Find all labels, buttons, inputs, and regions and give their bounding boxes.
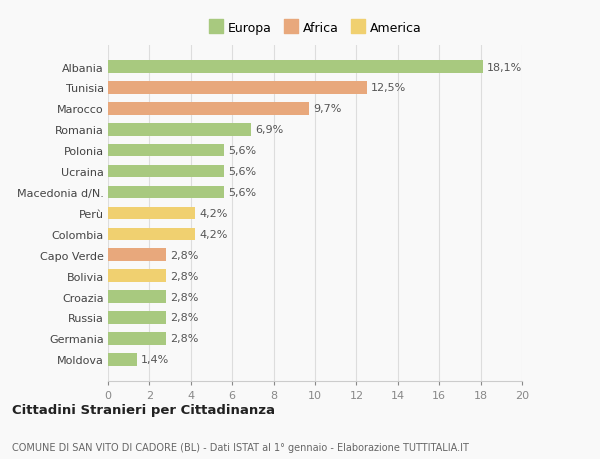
Text: 2,8%: 2,8% <box>170 292 199 302</box>
Text: 1,4%: 1,4% <box>141 354 169 364</box>
Bar <box>108 207 195 220</box>
Text: 4,2%: 4,2% <box>199 230 227 239</box>
Bar <box>108 249 166 262</box>
Bar <box>108 124 251 136</box>
Bar <box>108 165 224 178</box>
Text: Cittadini Stranieri per Cittadinanza: Cittadini Stranieri per Cittadinanza <box>12 403 275 416</box>
Text: 5,6%: 5,6% <box>228 188 256 197</box>
Text: 2,8%: 2,8% <box>170 334 199 344</box>
Text: 5,6%: 5,6% <box>228 167 256 177</box>
Text: 2,8%: 2,8% <box>170 271 199 281</box>
Bar <box>108 312 166 324</box>
Bar <box>108 82 367 95</box>
Text: 18,1%: 18,1% <box>487 62 522 73</box>
Bar <box>108 291 166 303</box>
Bar <box>108 353 137 366</box>
Text: 2,8%: 2,8% <box>170 313 199 323</box>
Legend: Europa, Africa, America: Europa, Africa, America <box>205 19 425 39</box>
Bar <box>108 61 482 73</box>
Bar <box>108 270 166 282</box>
Text: 12,5%: 12,5% <box>371 83 406 93</box>
Text: 4,2%: 4,2% <box>199 208 227 218</box>
Text: 5,6%: 5,6% <box>228 146 256 156</box>
Text: 9,7%: 9,7% <box>313 104 341 114</box>
Text: COMUNE DI SAN VITO DI CADORE (BL) - Dati ISTAT al 1° gennaio - Elaborazione TUTT: COMUNE DI SAN VITO DI CADORE (BL) - Dati… <box>12 442 469 452</box>
Bar <box>108 228 195 241</box>
Bar <box>108 103 309 115</box>
Bar <box>108 332 166 345</box>
Text: 2,8%: 2,8% <box>170 250 199 260</box>
Text: 6,9%: 6,9% <box>255 125 283 135</box>
Bar <box>108 145 224 157</box>
Bar <box>108 186 224 199</box>
